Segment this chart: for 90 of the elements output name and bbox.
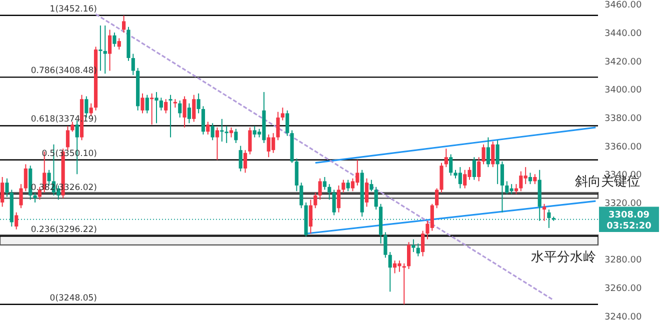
candlestick	[164, 98, 168, 114]
candlestick	[192, 94, 196, 122]
candlestick	[342, 179, 346, 194]
candlestick	[388, 252, 392, 292]
candlestick	[159, 97, 163, 111]
candlestick	[336, 184, 341, 213]
candlestick	[66, 126, 70, 151]
ref-line-label: 1(3452.16)	[50, 4, 97, 14]
candlestick	[533, 174, 537, 185]
candlestick	[178, 100, 182, 118]
candlestick	[196, 92, 200, 114]
candlestick	[14, 212, 18, 230]
ref-line-label: 0.236(3296.22)	[30, 225, 97, 236]
candlestick	[122, 15, 126, 34]
candlestick	[103, 24, 107, 74]
candlestick	[318, 178, 322, 200]
y-tick-label: 3240.00	[604, 312, 642, 320]
candlestick	[108, 29, 112, 72]
candlestick	[286, 110, 290, 136]
candlestick	[238, 145, 242, 172]
candlestick	[486, 136, 490, 168]
candlestick	[150, 92, 154, 126]
candlestick	[280, 107, 284, 121]
candlestick	[500, 160, 504, 213]
candlestick	[435, 188, 439, 209]
candlestick	[300, 182, 304, 209]
candlestick	[154, 92, 158, 124]
candlestick	[215, 126, 220, 160]
candlestick	[449, 154, 453, 176]
candlestick	[89, 102, 93, 117]
candlestick	[168, 94, 172, 138]
candlestick	[224, 126, 228, 144]
text: 03:52:20	[606, 221, 652, 232]
candlestick	[145, 94, 149, 114]
y-tick-label: 3440.00	[604, 29, 642, 40]
candlestick	[444, 148, 448, 168]
candlestick	[477, 156, 481, 182]
candlestick	[210, 122, 214, 141]
candlestick	[131, 53, 135, 76]
y-tick-label: 3360.00	[604, 142, 642, 152]
candlestick	[392, 260, 397, 274]
y-tick-label: 3400.00	[604, 86, 642, 96]
candlestick	[5, 178, 9, 198]
candlestick	[201, 106, 206, 136]
candlestick	[364, 178, 369, 208]
candlestick	[19, 184, 23, 209]
candlestick	[496, 140, 500, 185]
candlestick	[98, 24, 102, 72]
candlestick	[370, 179, 374, 192]
candlestick	[322, 176, 326, 190]
candlestick	[24, 164, 28, 192]
candlestick	[482, 144, 486, 165]
candlestick	[314, 192, 318, 209]
candlestick	[117, 38, 121, 50]
y-tick-label: 3420.00	[604, 57, 642, 68]
candlestick	[332, 189, 336, 216]
candlestick	[248, 126, 252, 155]
candlestick	[187, 102, 192, 124]
candlestick	[402, 262, 406, 305]
candlestick	[491, 141, 495, 168]
candlestick	[0, 176, 4, 208]
candlestick	[547, 209, 551, 228]
y-tick-label: 3460.00	[604, 0, 642, 11]
y-tick-label: 3260.00	[604, 284, 642, 294]
candlestick	[140, 92, 144, 114]
ref-line-label: 0(3248.05)	[50, 293, 97, 304]
candlestick	[542, 203, 546, 222]
candlestick	[412, 238, 416, 253]
candlestick	[308, 199, 312, 234]
candlestick	[276, 111, 280, 141]
candlestick	[421, 230, 425, 257]
candlestick	[472, 156, 476, 180]
y-tick-label: 3280.00	[604, 256, 642, 266]
candlestick	[346, 179, 350, 192]
candlestick	[328, 184, 332, 200]
candlestick	[384, 232, 388, 258]
candlestick	[33, 192, 37, 203]
candlestick	[112, 32, 116, 48]
candlestick	[243, 150, 248, 174]
candlestick	[182, 96, 186, 128]
y-tick-label: 3320.00	[604, 198, 642, 209]
ref-line-label: 3308.09	[608, 210, 650, 220]
y-tick-label: 3380.00	[604, 114, 642, 124]
band-label: 水平分水岭	[531, 250, 596, 265]
candlestick	[528, 172, 532, 185]
candlestick	[416, 243, 420, 257]
candlestick	[374, 186, 378, 210]
candlestick	[206, 121, 210, 136]
candlestick	[234, 128, 238, 144]
candlestick	[406, 242, 411, 270]
